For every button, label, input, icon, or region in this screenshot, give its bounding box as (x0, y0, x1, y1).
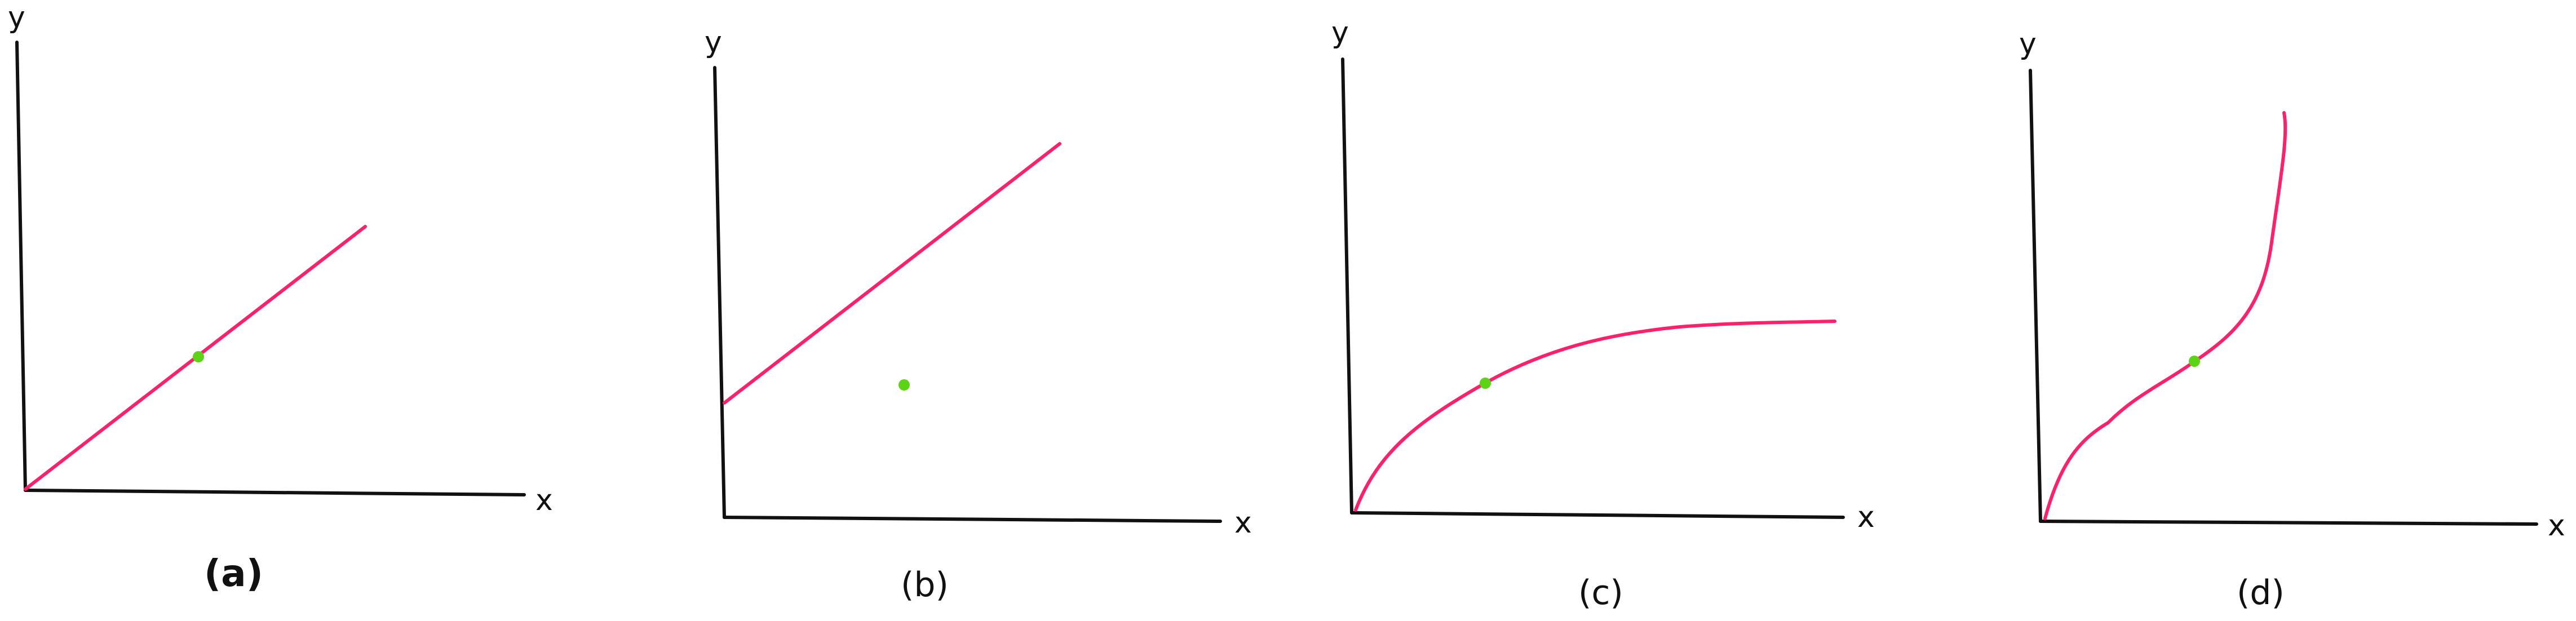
curve-c (1354, 320, 1836, 512)
y-label-d: y (2019, 27, 2037, 61)
panel-c: y x (c) (1331, 16, 1875, 613)
panel-a: y x (a) (8, 1, 553, 595)
y-label-c: y (1331, 16, 1349, 50)
caption-c: (c) (1578, 573, 1623, 613)
x-axis-b (723, 516, 1222, 523)
x-label-a: x (535, 484, 553, 517)
caption-b: (b) (901, 565, 949, 605)
x-label-b: x (1234, 506, 1252, 540)
y-label-a: y (8, 1, 25, 34)
x-label-d: x (2548, 509, 2565, 543)
curve-d (2043, 111, 2287, 520)
point-b (898, 379, 910, 391)
x-axis-c (1350, 511, 1845, 519)
x-axis-d (2039, 520, 2538, 526)
y-axis-d (2029, 69, 2042, 523)
curve-b (723, 142, 1061, 405)
x-label-c: x (1857, 500, 1875, 534)
caption-a: (a) (204, 552, 263, 595)
y-axis-a (15, 41, 27, 492)
y-axis-b (713, 66, 726, 519)
point-c (1480, 378, 1491, 389)
x-axis-a (24, 489, 526, 496)
y-label-b: y (705, 25, 722, 59)
y-axis-c (1341, 57, 1353, 514)
point-a (193, 351, 204, 362)
caption-d: (d) (2237, 573, 2285, 613)
panel-b: y x (b) (705, 25, 1252, 605)
panel-d: y x (d) (2019, 27, 2565, 613)
point-d (2189, 356, 2200, 367)
